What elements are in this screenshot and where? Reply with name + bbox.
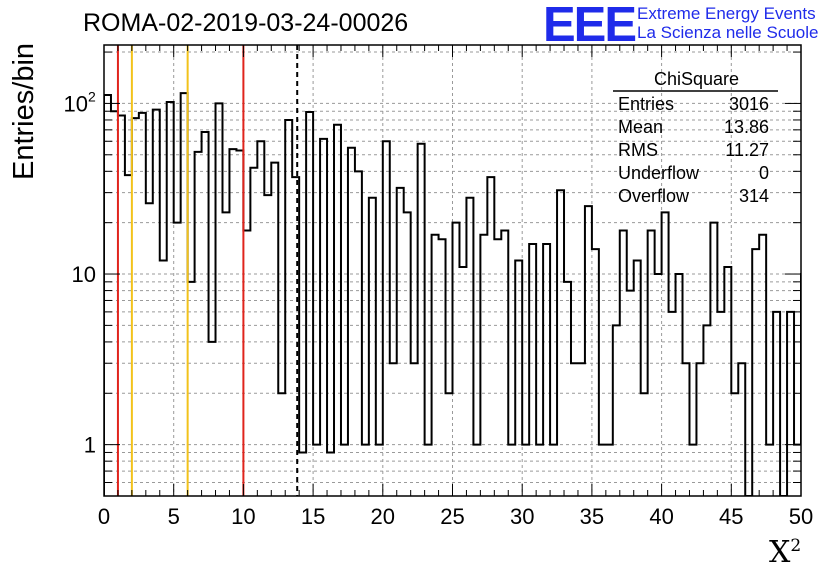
x-tick-label: 5 (168, 504, 180, 529)
x-tick-label: 30 (510, 504, 534, 529)
stats-label: Overflow (618, 186, 690, 206)
y-tick-label: 10 (72, 262, 96, 287)
stats-value: 3016 (729, 94, 769, 114)
x-tick-label: 25 (440, 504, 464, 529)
eee-logo: EEE (543, 0, 637, 52)
stats-label: Mean (618, 117, 663, 137)
x-tick-label: 15 (301, 504, 325, 529)
stats-title: ChiSquare (654, 69, 739, 89)
x-axis-label-base: X (769, 535, 791, 570)
x-tick-label: 20 (371, 504, 395, 529)
x-tick-label: 10 (231, 504, 255, 529)
x-tick-label: 0 (98, 504, 110, 529)
x-tick-label: 45 (719, 504, 743, 529)
stats-label: Entries (618, 94, 674, 114)
stats-value: 11.27 (725, 140, 769, 160)
x-axis-label-exponent: 2 (790, 536, 802, 556)
stats-value: 13.86 (724, 117, 769, 137)
stats-value: 314 (739, 186, 769, 206)
x-tick-label: 50 (789, 504, 813, 529)
histogram-outline (104, 92, 801, 496)
logo-line-1: Extreme Energy Events (637, 4, 816, 23)
y-tick-label: 10 (64, 91, 88, 116)
y-tick-label: 1 (84, 433, 96, 458)
x-axis-label: X2 (769, 535, 801, 570)
x-tick-label: 35 (580, 504, 604, 529)
run-title: ROMA-02-2019-03-24-00026 (83, 9, 409, 37)
x-tick-label: 40 (649, 504, 673, 529)
stats-value: 0 (759, 163, 769, 183)
stats-label: Underflow (618, 163, 700, 183)
stats-label: RMS (618, 140, 658, 160)
y-tick-exponent: 2 (88, 88, 96, 104)
logo-line-2: La Scienza nelle Scuole (637, 23, 819, 42)
